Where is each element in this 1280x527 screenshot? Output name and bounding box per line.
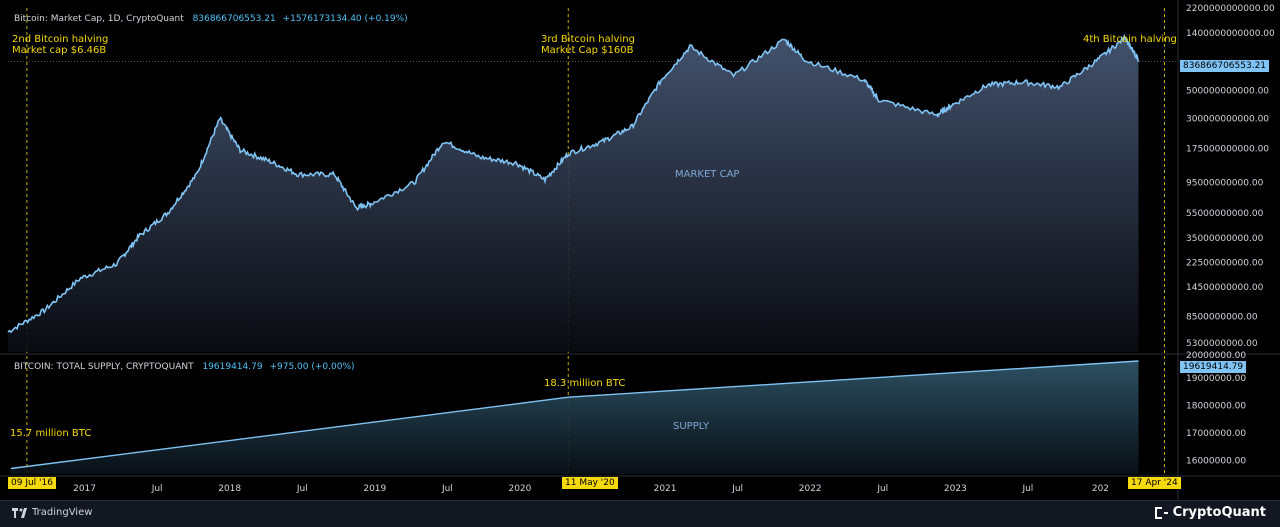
annotation-supply-2020: 18.3 million BTC [544,378,626,389]
top-panel-header: Bitcoin: Market Cap, 1D, CryptoQuant 836… [14,14,408,24]
x-tick-label: Jul [731,484,743,494]
y-tick-label: 5300000000.00 [1186,339,1258,349]
supply-watermark: SUPPLY [673,421,710,432]
cryptoquant-icon [1154,506,1168,519]
cryptoquant-label: CryptoQuant [1172,505,1266,520]
bottom-panel-header: BITCOIN: TOTAL SUPPLY, CRYPTOQUANT 19619… [14,362,355,372]
tradingview-icon [12,507,27,518]
annotation-supply-2016: 15.7 million BTC [10,428,92,439]
annotation-2nd-halving: 2nd Bitcoin halving Market cap $6.46B [12,34,109,56]
annotation-3rd-halving: 3rd Bitcoin halving Market Cap $160B [541,34,635,56]
supply-area [10,361,1139,474]
supply-line [10,360,1139,470]
y-tick-label: 22500000000.00 [1186,259,1264,269]
market-cap-watermark: MARKET CAP [675,169,740,180]
y-tick-label: 16000000.00 [1186,456,1246,466]
x-tick-label: Jul [151,484,163,494]
y-tick-label: 17000000.00 [1186,429,1246,439]
y-tick-label: 19000000.00 [1186,374,1246,384]
footer: TradingView CryptoQuant [0,500,1280,527]
tradingview-logo[interactable]: TradingView [12,507,92,518]
date-badge-2nd-halving: 09 Jul '16 [8,477,56,489]
y-tick-label: 300000000000.00 [1186,115,1269,125]
y-tick-label: 175000000000.00 [1186,145,1269,155]
x-tick-label: Jul [876,484,888,494]
x-tick-label: 2022 [799,484,822,494]
market-cap-line [7,33,1140,334]
date-badge-4th-halving: 17 Apr '24 [1128,477,1181,489]
y-tick-label: 95000000000.00 [1186,179,1264,189]
y-tick-label: 8500000000.00 [1186,313,1258,323]
x-tick-label: 2021 [654,484,677,494]
top-panel-symbol: Bitcoin: Market Cap, 1D, CryptoQuant [14,14,184,24]
y-tick-label: 1400000000000.00 [1186,29,1275,39]
supply-last-value-badge: 19619414.79 [1180,361,1247,373]
x-tick-label: 2023 [944,484,967,494]
x-tick-label: 2019 [363,484,386,494]
top-panel-change: +1576173134.40 (+0.19%) [282,14,408,24]
y-tick-label: 55000000000.00 [1186,209,1264,219]
y-tick-label: 18000000.00 [1186,401,1246,411]
x-tick-label: Jul [441,484,453,494]
y-tick-label: 14500000000.00 [1186,283,1264,293]
y-tick-label: 500000000000.00 [1186,86,1269,96]
cryptoquant-logo[interactable]: CryptoQuant [1154,505,1266,520]
bottom-panel-symbol: BITCOIN: TOTAL SUPPLY, CRYPTOQUANT [14,362,194,372]
bottom-panel-value: 19619414.79 [202,362,263,372]
annotation-4th-halving: 4th Bitcoin halving [1083,34,1177,45]
x-tick-label: Jul [296,484,308,494]
bottom-panel-change: +975.00 (+0.00%) [269,362,355,372]
y-tick-label: 2200000000000.00 [1186,4,1275,14]
x-tick-label: 2017 [73,484,96,494]
market-cap-area [8,36,1139,352]
x-tick-label: 2020 [508,484,531,494]
top-panel-value: 836866706553.21 [192,14,276,24]
chart-canvas: 2200000000000.00 1400000000000.00 50000000… [0,0,1280,500]
x-tick-label: Jul [1021,484,1033,494]
market-cap-last-value-badge: 836866706553.21 [1180,60,1270,72]
y-tick-label: 35000000000.00 [1186,234,1264,244]
tradingview-label: TradingView [32,507,93,518]
y-tick-label: 20000000.00 [1186,351,1246,361]
x-tick-label: 2018 [218,484,241,494]
x-tick-label: 202 [1092,484,1109,494]
date-badge-3rd-halving: 11 May '20 [562,477,618,489]
